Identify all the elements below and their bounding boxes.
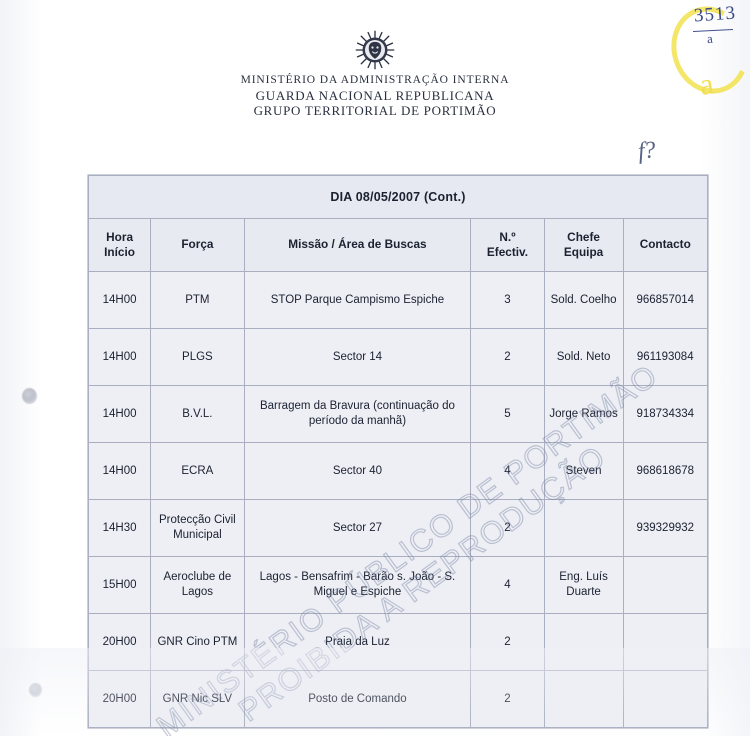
column-header-line: Missão / Área de Buscas xyxy=(288,237,427,252)
cell-forca: PTM xyxy=(150,271,245,329)
table-row: 14H00 PLGS Sector 14 2 Sold. Neto 961193084 xyxy=(87,328,709,386)
schedule-table: DIA 08/05/2007 (Cont.) Hora Início Força… xyxy=(87,175,709,728)
cell-contacto: 939329932 xyxy=(622,499,709,557)
cell-n-efectiv: 2 xyxy=(470,670,545,728)
letterhead-group: GRUPO TERRITORIAL DE PORTIMÃO xyxy=(253,102,497,118)
cell-missao: Praia da Luz xyxy=(243,613,472,671)
cell-hora-inicio: 15H00 xyxy=(87,556,152,614)
cell-chefe-equipa xyxy=(543,499,624,557)
handwritten-page-number: 3513 xyxy=(693,2,737,27)
cell-chefe-equipa xyxy=(543,670,624,728)
cell-contacto xyxy=(622,613,709,671)
table-title-row: DIA 08/05/2007 (Cont.) xyxy=(88,175,708,219)
letterhead: MINISTÉRIO DA ADMINISTRAÇÃO INTERNA GUAR… xyxy=(0,30,750,118)
column-header-line: Contacto xyxy=(639,237,691,252)
cell-hora-inicio: 20H00 xyxy=(87,613,152,671)
column-header-line: Efectiv. xyxy=(486,245,528,259)
cell-hora-inicio: 14H00 xyxy=(87,442,152,500)
table-row: 20H00 GNR Nic SLV Posto de Comando 2 xyxy=(87,670,709,728)
column-header-line: Equipa xyxy=(563,245,604,259)
column-header-forca: Força xyxy=(150,218,245,272)
cell-forca: PLGS xyxy=(150,328,245,386)
cell-contacto xyxy=(622,670,709,728)
column-header-contacto: Contacto xyxy=(622,218,709,272)
table-header-row: Hora Início Força Missão / Área de Busca… xyxy=(87,218,709,272)
punch-hole-mark xyxy=(29,683,42,697)
table-body: 14H00 PTM STOP Parque Campismo Espiche 3 Sol… xyxy=(87,271,709,728)
table-row: 14H00 B.V.L. Barragem da Bravura (continua… xyxy=(87,385,709,443)
table-row: 14H00 ECRA Sector 40 4 Steven 968618678 xyxy=(87,442,709,500)
cell-hora-inicio: 14H00 xyxy=(87,271,152,329)
table-row: 14H30 Protecção Civil Municipal Sector 27 2… xyxy=(87,499,709,557)
cell-chefe-equipa: Jorge Ramos xyxy=(543,385,624,443)
cell-chefe-equipa: Eng. Luís Duarte xyxy=(543,556,624,614)
cell-n-efectiv: 5 xyxy=(470,385,545,443)
cell-forca: Protecção Civil Municipal xyxy=(150,499,245,557)
letterhead-ministry: MINISTÉRIO DA ADMINISTRAÇÃO INTERNA xyxy=(240,74,510,86)
cell-missao: Sector 40 xyxy=(243,442,472,500)
column-header-hora-inicio: Hora Início xyxy=(87,218,152,272)
cell-chefe-equipa: Sold. Neto xyxy=(543,328,624,386)
cell-chefe-equipa xyxy=(543,613,624,671)
cell-forca: GNR Nic SLV xyxy=(150,670,245,728)
cell-contacto: 918734334 xyxy=(622,385,709,443)
cell-n-efectiv: 3 xyxy=(470,271,545,329)
cell-hora-inicio: 14H30 xyxy=(87,499,152,557)
letterhead-guard: GUARDA NACIONAL REPUBLICANA xyxy=(255,87,495,103)
cell-missao: STOP Parque Campismo Espiche xyxy=(243,271,472,329)
table-row: 20H00 GNR Cino PTM Praia da Luz 2 xyxy=(87,613,709,671)
column-header-line: N.º xyxy=(499,229,516,244)
cell-missao: Sector 14 xyxy=(243,328,472,386)
cell-missao: Barragem da Bravura (continuação do perí… xyxy=(243,385,472,443)
cell-n-efectiv: 4 xyxy=(470,556,545,614)
table-row: 15H00 Aeroclube de Lagos Lagos - Bensafrim… xyxy=(87,556,709,614)
cell-forca: B.V.L. xyxy=(150,385,245,443)
cell-missao: Posto de Comando xyxy=(243,670,472,728)
cell-contacto: 961193084 xyxy=(622,328,709,386)
cell-contacto: 968618678 xyxy=(622,442,709,500)
column-header-n-efectiv: N.º Efectiv. xyxy=(470,218,545,272)
cell-n-efectiv: 2 xyxy=(470,328,545,386)
column-header-line: Chefe xyxy=(567,229,600,244)
column-header-line: Início xyxy=(104,245,135,259)
cell-hora-inicio: 14H00 xyxy=(87,328,152,386)
column-header-missao: Missão / Área de Buscas xyxy=(243,218,472,272)
cell-forca: GNR Cino PTM xyxy=(150,613,245,671)
cell-hora-inicio: 14H00 xyxy=(87,385,152,443)
table-row: 14H00 PTM STOP Parque Campismo Espiche 3 Sol… xyxy=(87,271,709,329)
table-title: DIA 08/05/2007 (Cont.) xyxy=(88,175,708,219)
cell-contacto xyxy=(622,556,709,614)
column-header-line: Hora xyxy=(106,229,134,244)
cell-hora-inicio: 20H00 xyxy=(87,670,152,728)
handwritten-margin-mark: f? xyxy=(636,137,656,165)
cell-chefe-equipa: Sold. Coelho xyxy=(543,271,624,329)
gnr-crest-icon xyxy=(355,30,395,70)
column-header-line: Força xyxy=(181,237,214,252)
cell-n-efectiv: 2 xyxy=(470,613,545,671)
cell-forca: Aeroclube de Lagos xyxy=(150,556,245,614)
cell-missao: Lagos - Bensafrim - Barão s. João - S. M… xyxy=(243,556,472,614)
cell-contacto: 966857014 xyxy=(622,271,709,329)
column-header-chefe-equipa: Chefe Equipa xyxy=(543,218,624,272)
handwritten-page-number-suffix: a xyxy=(706,30,714,47)
cell-chefe-equipa: Steven xyxy=(543,442,624,500)
cell-missao: Sector 27 xyxy=(243,499,472,557)
cell-forca: ECRA xyxy=(150,442,245,500)
cell-n-efectiv: 2 xyxy=(470,499,545,557)
cell-n-efectiv: 4 xyxy=(470,442,545,500)
punch-hole-mark xyxy=(22,388,37,404)
